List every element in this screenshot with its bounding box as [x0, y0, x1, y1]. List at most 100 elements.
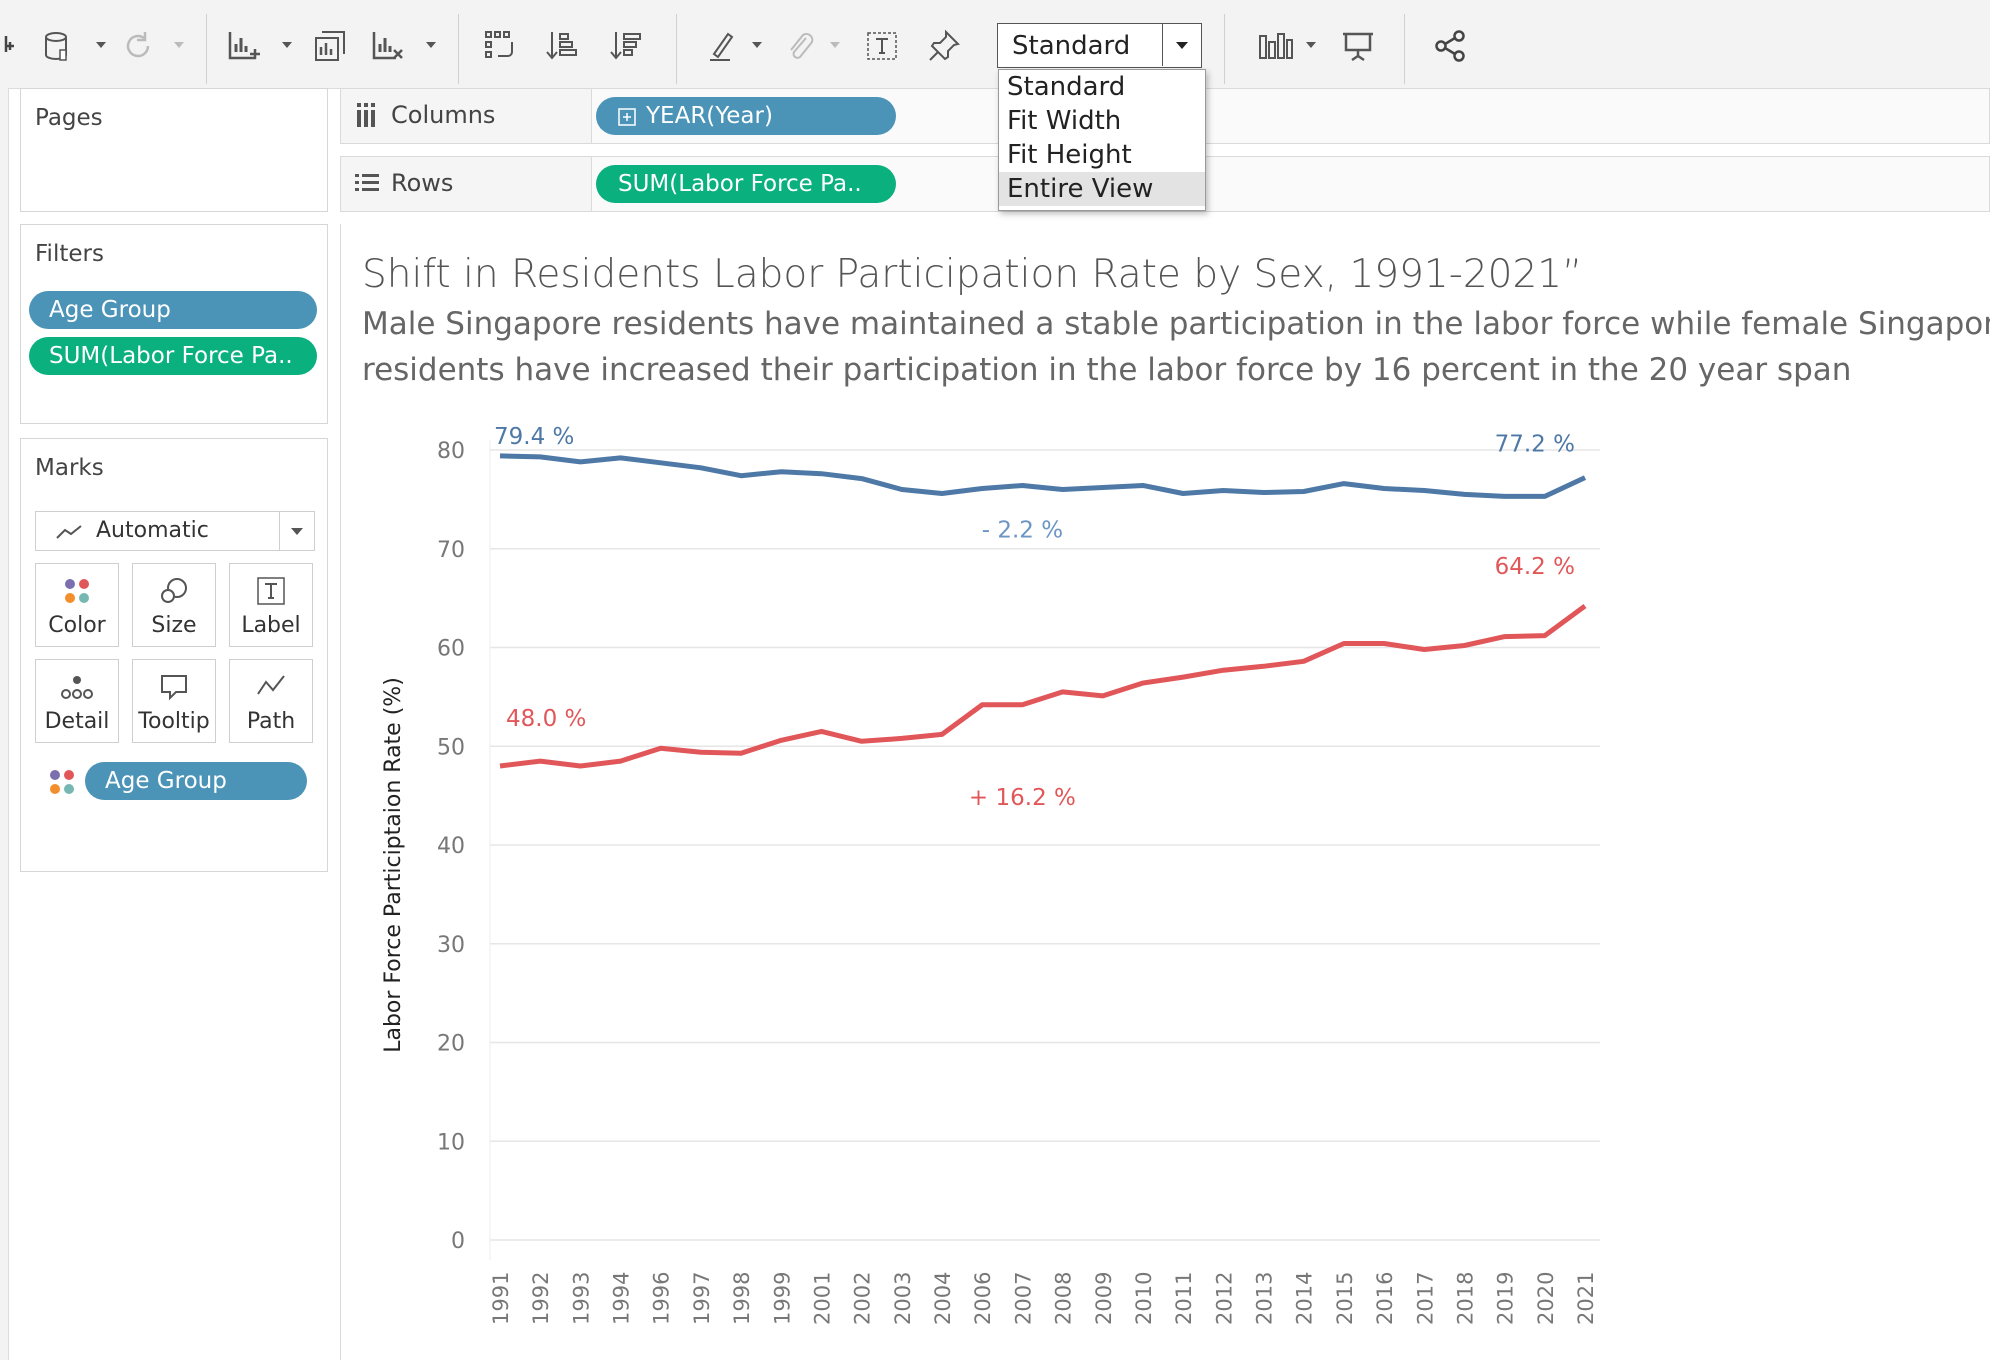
rows-pill-labor-force[interactable]: SUM(Labor Force Pa.. [596, 165, 896, 203]
label-card-label: Label [241, 613, 301, 638]
sort-ascending-icon[interactable] [540, 24, 584, 68]
x-tick-label: 2015 [1333, 1272, 1357, 1325]
new-datasource-icon[interactable] [0, 24, 44, 68]
columns-pill-year[interactable]: YEAR(Year) [596, 97, 896, 135]
pages-card[interactable]: Pages [20, 88, 328, 212]
duplicate-sheet-icon[interactable] [308, 24, 352, 68]
toolbar-divider [676, 14, 677, 84]
clear-sheet-icon[interactable] [366, 24, 410, 68]
annotation-label: 64.2 % [1495, 554, 1575, 580]
x-tick-label: 2013 [1253, 1272, 1277, 1325]
x-tick-label: 1993 [569, 1272, 593, 1325]
x-tick-label: 2012 [1212, 1272, 1236, 1325]
x-tick-label: 2009 [1092, 1272, 1116, 1325]
pin-icon[interactable] [922, 24, 966, 68]
chart-subtitle-line-2: residents have increased their participa… [362, 352, 1852, 388]
chevron-down-icon[interactable] [828, 38, 842, 52]
fit-dropdown[interactable]: Standard [997, 23, 1202, 68]
fit-option-entire-view[interactable]: Entire View [999, 172, 1205, 206]
color-pill-age-group[interactable]: Age Group [85, 762, 307, 800]
expand-plus-icon[interactable] [618, 107, 636, 126]
detail-card-label: Detail [44, 709, 110, 734]
chevron-down-icon[interactable] [750, 38, 764, 52]
tooltip-icon [161, 675, 187, 701]
x-tick-label: 2001 [810, 1272, 834, 1325]
fit-dropdown-menu: Standard Fit Width Fit Height Entire Vie… [998, 69, 1206, 211]
x-tick-label: 2006 [971, 1272, 995, 1325]
x-tick-label: 2011 [1172, 1272, 1196, 1325]
highlight-pen-icon[interactable] [700, 24, 744, 68]
marks-card: Marks Automatic Color Size Label Detail … [20, 438, 328, 872]
x-tick-label: 1996 [650, 1272, 674, 1325]
new-worksheet-icon[interactable] [222, 24, 266, 68]
y-tick-label: 80 [437, 439, 465, 464]
x-tick-label: 2008 [1052, 1272, 1076, 1325]
annotation-label: 48.0 % [506, 706, 586, 732]
x-tick-label: 2018 [1453, 1272, 1477, 1325]
filters-title: Filters [35, 241, 104, 267]
x-tick-label: 2014 [1293, 1272, 1317, 1325]
color-card-label: Color [48, 613, 106, 638]
x-tick-label: 2019 [1494, 1272, 1518, 1325]
y-tick-label: 0 [451, 1229, 465, 1254]
rows-drop-area[interactable]: SUM(Labor Force Pa.. [591, 157, 1989, 211]
y-tick-label: 60 [437, 637, 465, 662]
columns-drop-area[interactable]: YEAR(Year) [591, 89, 1989, 143]
rows-label: Rows [391, 169, 454, 197]
x-tick-label: 2016 [1373, 1272, 1397, 1325]
path-card-label: Path [246, 709, 296, 734]
x-tick-label: 2020 [1534, 1272, 1558, 1325]
y-tick-label: 40 [437, 834, 465, 859]
path-card[interactable]: Path [229, 659, 313, 743]
filter-pill-age-group[interactable]: Age Group [29, 291, 317, 329]
series-line-0 [499, 453, 1587, 499]
filters-card[interactable]: Filters Age Group SUM(Labor Force Pa.. [20, 224, 328, 424]
pages-title: Pages [35, 105, 103, 131]
share-icon[interactable] [1428, 24, 1472, 68]
size-card[interactable]: Size [132, 563, 216, 647]
view-canvas [340, 224, 1990, 1360]
chevron-down-icon[interactable] [424, 38, 438, 52]
chart-title: Shift in Residents Labor Participation R… [362, 252, 1583, 297]
x-tick-label: 2010 [1132, 1272, 1156, 1325]
x-tick-label: 1999 [770, 1272, 794, 1325]
x-tick-label: 2017 [1413, 1272, 1437, 1325]
fit-option-standard[interactable]: Standard [1007, 72, 1126, 102]
text-label-icon [257, 577, 285, 605]
paperclip-icon[interactable] [778, 24, 822, 68]
refresh-icon[interactable] [116, 24, 160, 68]
x-tick-label: 2004 [931, 1272, 955, 1325]
color-card[interactable]: Color [35, 563, 119, 647]
sort-descending-icon[interactable] [604, 24, 648, 68]
filter-pill-labor-force[interactable]: SUM(Labor Force Pa.. [29, 337, 317, 375]
presentation-mode-icon[interactable] [1336, 24, 1380, 68]
chevron-down-icon[interactable] [1162, 24, 1201, 66]
rows-shelf: Rows SUM(Labor Force Pa.. [340, 156, 1990, 212]
chevron-down-icon[interactable] [280, 38, 294, 52]
chevron-down-icon[interactable] [279, 512, 314, 550]
columns-icon [357, 103, 375, 127]
fit-option-fit-width[interactable]: Fit Width [1007, 106, 1122, 136]
datasource-icon[interactable] [36, 24, 80, 68]
swap-rows-columns-icon[interactable] [478, 24, 522, 68]
chevron-down-icon[interactable] [172, 38, 186, 52]
y-tick-label: 20 [437, 1032, 465, 1057]
text-box-icon[interactable] [860, 24, 904, 68]
detail-card[interactable]: Detail [35, 659, 119, 743]
tooltip-card[interactable]: Tooltip [132, 659, 216, 743]
chevron-down-icon[interactable] [1304, 38, 1318, 52]
chart-subtitle-line-1: Male Singapore residents have maintained… [362, 306, 1990, 342]
toolbar-divider [206, 14, 207, 84]
label-card[interactable]: Label [229, 563, 313, 647]
fit-option-fit-height[interactable]: Fit Height [1007, 140, 1132, 170]
mark-type-dropdown[interactable]: Automatic [35, 511, 315, 551]
show-me-icon[interactable] [1254, 24, 1298, 68]
toolbar-divider [458, 14, 459, 84]
mark-type-value: Automatic [96, 518, 209, 543]
x-tick-label: 2007 [1011, 1272, 1035, 1325]
x-tick-label: 1994 [610, 1272, 634, 1325]
annotation-label: 79.4 % [494, 424, 574, 450]
toolbar: Standard [0, 0, 1990, 89]
left-edge-strip [0, 88, 9, 1360]
chevron-down-icon[interactable] [94, 38, 108, 52]
